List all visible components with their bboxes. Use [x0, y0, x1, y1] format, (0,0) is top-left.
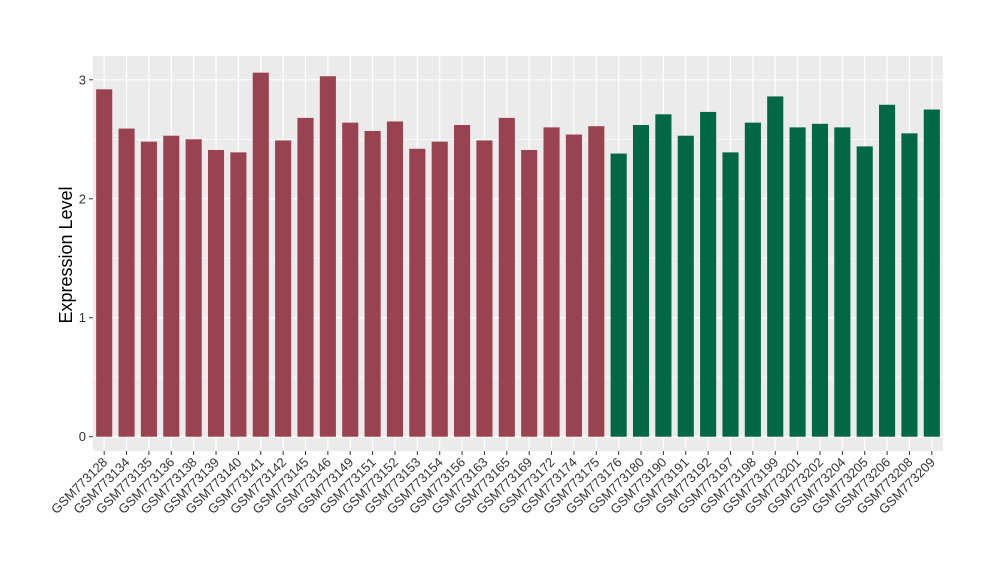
- bar-GSM773135: [140, 141, 157, 437]
- y-tick-label: 3: [79, 72, 86, 87]
- bar-GSM773197: [722, 152, 739, 437]
- x-axis: GSM773128GSM773134GSM773135GSM773136GSM7…: [48, 451, 938, 517]
- bar-GSM773139: [207, 149, 225, 437]
- bar-GSM773208: [901, 133, 918, 437]
- bar-GSM773169: [521, 149, 538, 437]
- bar-GSM773128: [96, 89, 113, 437]
- bar-GSM773206: [879, 104, 896, 437]
- bar-GSM773136: [163, 135, 180, 437]
- bar-GSM773202: [811, 123, 829, 437]
- bar-GSM773156: [454, 125, 471, 437]
- bar-GSM773163: [476, 140, 493, 437]
- bar-GSM773138: [185, 139, 202, 437]
- bar-GSM773198: [744, 122, 761, 437]
- bar-GSM773205: [856, 146, 873, 437]
- bar-GSM773191: [677, 135, 694, 437]
- bar-GSM773146: [319, 76, 336, 437]
- bar-GSM773204: [834, 127, 851, 437]
- bar-GSM773142: [275, 140, 292, 437]
- bar-GSM773141: [252, 72, 269, 437]
- y-tick-label: 0: [79, 429, 86, 444]
- bar-GSM773176: [610, 153, 627, 437]
- bar-GSM773201: [789, 127, 806, 437]
- y-tick-label: 2: [79, 191, 86, 206]
- bar-GSM773134: [118, 128, 135, 437]
- bar-GSM773172: [543, 127, 560, 437]
- bar-GSM773153: [409, 148, 426, 437]
- bar-GSM773209: [923, 109, 940, 437]
- bar-GSM773151: [364, 130, 381, 437]
- y-axis: 0 1 2 3: [79, 72, 93, 444]
- bar-GSM773192: [700, 111, 717, 437]
- bar-GSM773149: [342, 122, 359, 437]
- bar-GSM773174: [565, 134, 582, 437]
- y-axis-title: Expression Level: [56, 186, 76, 323]
- bar-GSM773175: [588, 126, 605, 437]
- bar-GSM773140: [230, 152, 247, 437]
- bar-GSM773190: [655, 114, 672, 437]
- bars: [96, 72, 940, 437]
- bar-GSM773154: [431, 141, 448, 437]
- bar-GSM773180: [632, 125, 650, 437]
- y-tick-label: 1: [79, 310, 86, 325]
- bar-GSM773165: [498, 117, 515, 437]
- bar-GSM773152: [386, 121, 404, 437]
- bar-GSM773199: [767, 96, 784, 437]
- bar-GSM773145: [297, 117, 314, 437]
